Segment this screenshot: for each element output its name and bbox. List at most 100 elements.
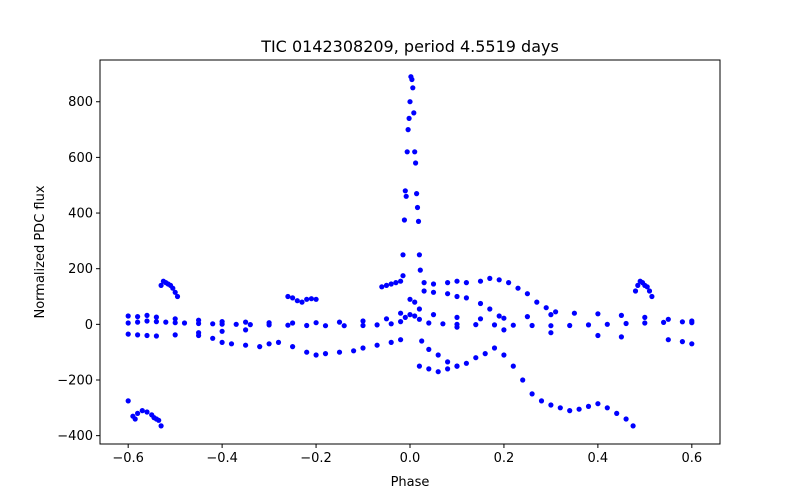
data-point bbox=[158, 423, 164, 429]
data-point bbox=[679, 339, 686, 345]
data-point bbox=[414, 204, 421, 211]
y-tick-label: −400 bbox=[57, 429, 93, 444]
data-point bbox=[388, 281, 394, 287]
data-point bbox=[642, 314, 648, 320]
data-point bbox=[304, 322, 310, 329]
data-point bbox=[341, 323, 347, 329]
data-point bbox=[413, 160, 419, 166]
data-point bbox=[419, 338, 425, 344]
data-point bbox=[398, 337, 404, 343]
data-point bbox=[501, 327, 507, 333]
data-point bbox=[322, 351, 329, 357]
data-point bbox=[567, 322, 573, 329]
data-point bbox=[144, 312, 150, 318]
data-point bbox=[144, 332, 150, 339]
data-point bbox=[196, 317, 202, 323]
data-point bbox=[308, 296, 314, 302]
data-point bbox=[416, 306, 422, 312]
data-point bbox=[412, 149, 418, 155]
data-point bbox=[409, 76, 415, 83]
data-point bbox=[454, 278, 460, 284]
data-point bbox=[219, 328, 225, 334]
data-point bbox=[477, 316, 484, 322]
data-point bbox=[426, 366, 432, 372]
data-point bbox=[210, 321, 216, 327]
series-3 bbox=[158, 278, 181, 300]
data-point bbox=[520, 377, 526, 383]
series-8 bbox=[400, 74, 423, 273]
data-point bbox=[285, 322, 291, 328]
series-2 bbox=[125, 324, 695, 347]
data-point bbox=[144, 409, 150, 415]
y-axis: −400 −200 0 200 400 600 800 bbox=[57, 95, 100, 444]
data-point bbox=[415, 218, 422, 224]
data-point bbox=[529, 391, 535, 397]
data-point bbox=[219, 319, 225, 325]
data-point bbox=[153, 314, 159, 320]
data-point bbox=[604, 321, 610, 327]
data-point bbox=[290, 344, 296, 350]
data-point bbox=[463, 280, 469, 286]
data-point bbox=[233, 321, 239, 327]
data-point bbox=[445, 291, 451, 297]
data-point bbox=[630, 423, 636, 429]
data-point bbox=[548, 323, 554, 329]
data-point bbox=[510, 363, 516, 369]
chart-title: TIC 0142308209, period 4.5519 days bbox=[260, 37, 559, 56]
data-point bbox=[548, 330, 554, 336]
series-12 bbox=[416, 363, 460, 375]
data-point bbox=[585, 322, 592, 328]
data-point bbox=[393, 280, 399, 286]
data-point bbox=[585, 403, 592, 409]
data-point bbox=[473, 355, 479, 361]
data-point bbox=[383, 316, 390, 322]
series-6 bbox=[285, 293, 319, 305]
data-point bbox=[125, 313, 131, 319]
data-point bbox=[400, 273, 406, 279]
data-point bbox=[410, 85, 416, 91]
data-point bbox=[412, 299, 418, 305]
data-point bbox=[405, 127, 411, 133]
data-point bbox=[407, 99, 413, 105]
data-point bbox=[266, 320, 272, 326]
data-point bbox=[567, 408, 573, 414]
data-point bbox=[435, 352, 441, 358]
data-point bbox=[156, 417, 162, 423]
plot-area bbox=[125, 74, 695, 429]
data-point bbox=[351, 348, 357, 354]
y-tick-label: 0 bbox=[85, 318, 93, 333]
data-point bbox=[412, 313, 418, 319]
data-point bbox=[661, 319, 667, 325]
data-point bbox=[294, 298, 300, 304]
x-tick-label: 0.2 bbox=[494, 451, 515, 466]
data-point bbox=[416, 363, 422, 369]
data-point bbox=[228, 341, 235, 347]
data-point bbox=[618, 334, 625, 340]
data-point bbox=[524, 291, 531, 297]
data-point bbox=[400, 252, 406, 258]
data-point bbox=[322, 323, 329, 329]
data-point bbox=[404, 149, 410, 155]
data-point bbox=[360, 318, 366, 324]
data-point bbox=[407, 312, 413, 318]
data-point bbox=[210, 335, 216, 341]
data-point bbox=[491, 322, 498, 328]
data-point bbox=[421, 288, 427, 294]
data-point bbox=[430, 289, 437, 295]
data-point bbox=[501, 315, 507, 321]
data-point bbox=[416, 316, 422, 322]
data-point bbox=[388, 339, 394, 345]
data-point bbox=[557, 405, 563, 411]
data-point bbox=[529, 322, 535, 329]
data-point bbox=[454, 314, 460, 320]
data-point bbox=[463, 295, 469, 301]
data-point bbox=[275, 339, 282, 345]
data-point bbox=[402, 314, 408, 320]
data-point bbox=[646, 288, 653, 294]
data-point bbox=[576, 406, 582, 412]
series-5 bbox=[196, 332, 404, 358]
data-point bbox=[548, 312, 554, 318]
data-point bbox=[402, 188, 408, 194]
data-point bbox=[491, 345, 498, 351]
